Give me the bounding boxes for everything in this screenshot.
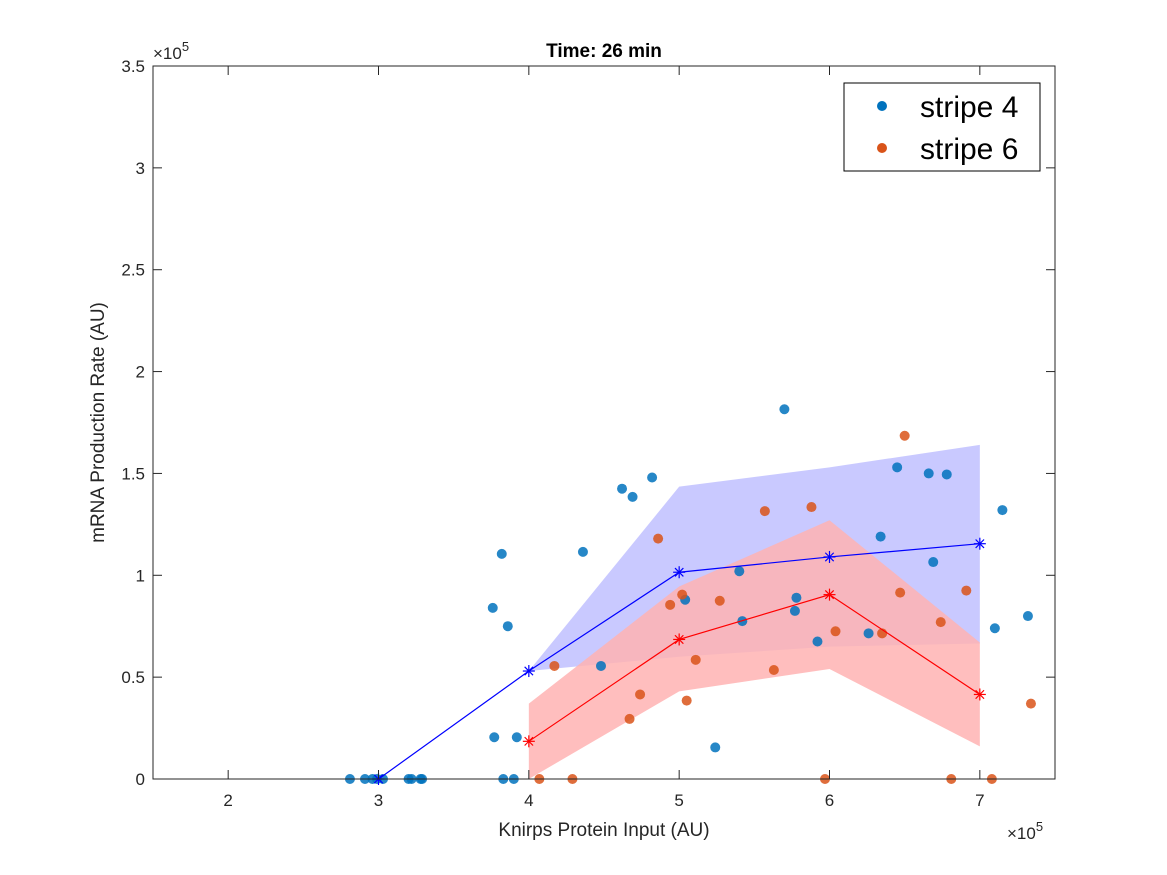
scatter-point	[595, 660, 606, 671]
x-tick-label: 3	[374, 791, 383, 810]
scatter-point	[779, 404, 790, 415]
legend-label-stripe-6: stripe 6	[920, 133, 1018, 166]
x-tick-label: 4	[524, 791, 533, 810]
y-exponent-power: 5	[182, 39, 189, 54]
scatter-point	[677, 589, 688, 600]
scatter-point	[496, 548, 507, 559]
legend-label-stripe-4: stripe 4	[920, 91, 1018, 124]
y-tick-label: 2.5	[121, 261, 145, 280]
y-axis-exponent: ×105	[153, 39, 189, 63]
scatter-point	[1025, 698, 1036, 709]
scatter-point	[549, 660, 560, 671]
axis-ticks: 2 3 4 5 6 7 0 0.5 1 1.5 2 2.5 3 3.5	[121, 57, 1055, 810]
mean-marker	[823, 588, 836, 601]
scatter-point	[768, 665, 779, 676]
scatter-point	[923, 468, 934, 479]
mean-line-3	[528, 593, 981, 742]
y-tick-label: 1.5	[121, 464, 145, 483]
mean-marker	[973, 688, 986, 701]
x-exponent-base: ×10	[1007, 824, 1036, 843]
scatter-point	[489, 732, 500, 743]
x-tick-label: 6	[825, 791, 834, 810]
y-tick-label: 3.5	[121, 57, 145, 76]
legend-box	[843, 82, 1041, 172]
y-tick-label: 1	[136, 566, 145, 585]
scatter-point	[653, 533, 664, 544]
scatter-point	[875, 531, 886, 542]
y-tick-label: 3	[136, 159, 145, 178]
legend: stripe 4 stripe 6	[843, 82, 1041, 172]
scatter-point	[806, 502, 817, 513]
scatter-point	[635, 689, 646, 700]
scatter-point	[830, 626, 841, 637]
error-band-3	[528, 520, 980, 779]
scatter-point	[690, 654, 701, 665]
scatter-point	[899, 430, 910, 441]
scatter-point	[791, 592, 802, 603]
scatter-point	[714, 595, 725, 606]
x-tick-label: 5	[674, 791, 683, 810]
scatter-point	[997, 505, 1008, 516]
mean-marker	[522, 735, 535, 748]
scatter-point	[627, 491, 638, 502]
scatter-point	[710, 742, 721, 753]
scatter-point	[928, 557, 939, 568]
legend-marker-stripe-4	[877, 101, 887, 111]
scatter-point	[759, 506, 770, 517]
scatter-point	[812, 636, 823, 647]
scatter-point	[577, 546, 588, 557]
x-axis-label: Knirps Protein Input (AU)	[498, 820, 709, 841]
scatter-point	[892, 462, 903, 473]
scatter-point	[1022, 611, 1033, 622]
plot-frame	[152, 65, 1056, 780]
scatter-point	[487, 602, 498, 613]
scatter-point	[681, 695, 692, 706]
x-tick-label: 2	[223, 791, 232, 810]
mean-marker	[673, 566, 686, 579]
scatter-point	[961, 585, 972, 596]
scatter-point	[789, 605, 800, 616]
mean-marker	[673, 633, 686, 646]
scatter-point	[941, 469, 952, 480]
scatter-point	[502, 621, 513, 632]
y-exponent-base: ×10	[153, 44, 182, 63]
scatter-point	[895, 587, 906, 598]
scatter-point	[624, 713, 635, 724]
mean-marker	[973, 537, 986, 550]
plot-area	[344, 404, 1036, 785]
mean-marker	[823, 550, 836, 563]
x-exponent-power: 5	[1036, 819, 1043, 834]
scatter-point	[617, 483, 628, 494]
y-tick-label: 2	[136, 363, 145, 382]
x-axis-exponent: ×105	[1007, 819, 1043, 843]
scatter-point	[511, 732, 522, 743]
chart-title: Time: 26 min	[546, 41, 662, 62]
mean-marker	[522, 665, 535, 678]
y-tick-label: 0	[136, 770, 145, 789]
scatter-point	[734, 566, 745, 577]
y-axis-label: mRNA Production Rate (AU)	[88, 302, 109, 543]
legend-marker-stripe-6	[877, 143, 887, 153]
x-tick-label: 7	[975, 791, 984, 810]
scatter-point	[935, 617, 946, 628]
scatter-point	[863, 628, 874, 639]
y-tick-label: 0.5	[121, 668, 145, 687]
scatter-point	[665, 599, 676, 610]
scatter-point	[989, 623, 1000, 634]
scatter-point	[647, 472, 658, 483]
